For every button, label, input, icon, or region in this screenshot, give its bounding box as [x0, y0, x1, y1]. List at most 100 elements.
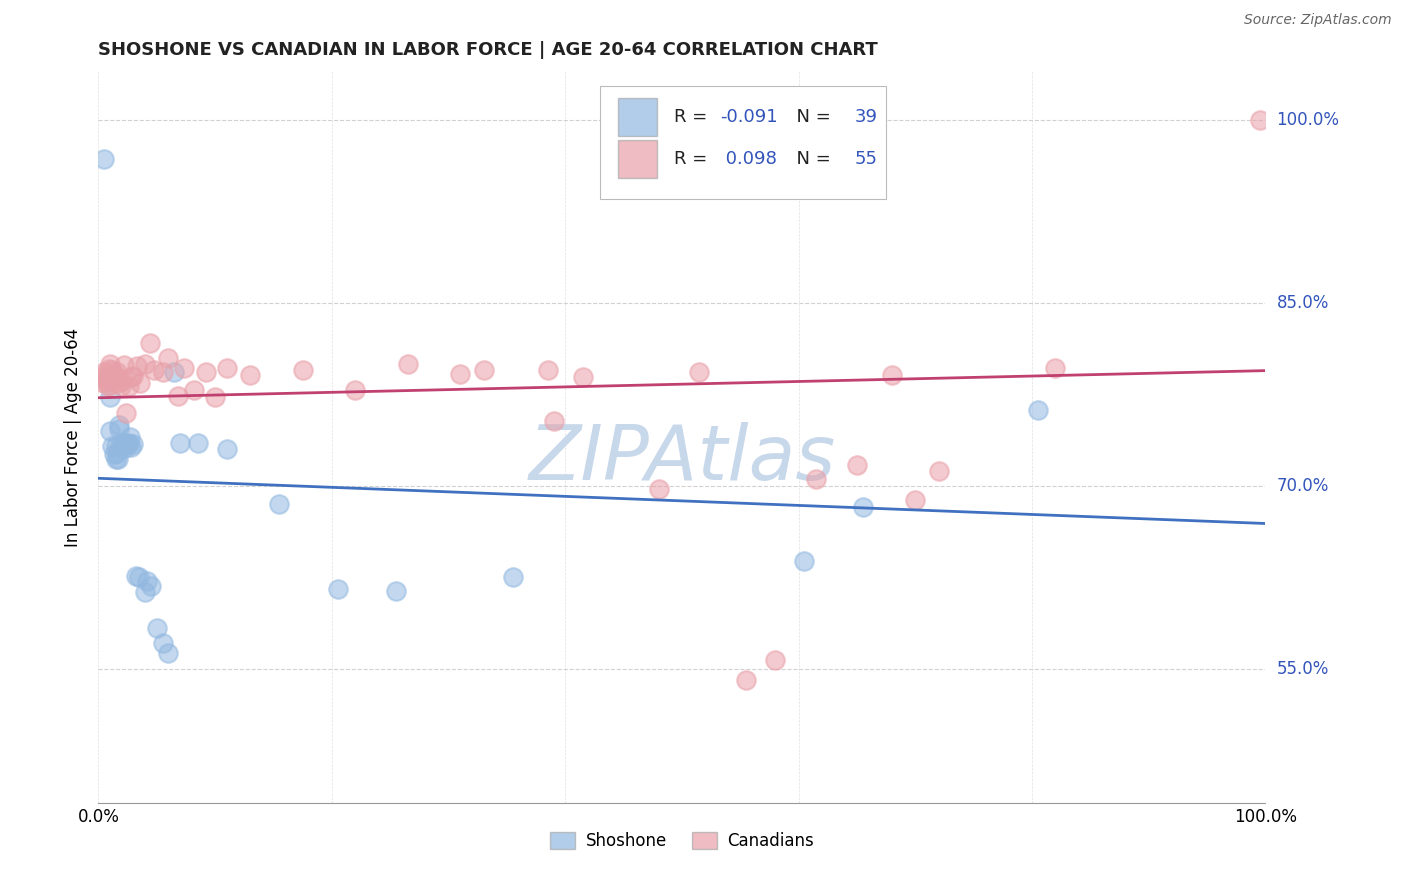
- Point: [134, 357, 156, 371]
- Point: [97, 361, 120, 376]
- Text: SHOSHONE VS CANADIAN IN LABOR FORCE | AGE 20-64 CORRELATION CHART: SHOSHONE VS CANADIAN IN LABOR FORCE | AG…: [98, 41, 879, 59]
- Point: [326, 582, 349, 597]
- Point: [571, 370, 593, 384]
- Point: [239, 368, 262, 382]
- Point: [101, 363, 124, 377]
- Point: [128, 570, 150, 584]
- Text: 39: 39: [855, 109, 877, 127]
- Point: [735, 673, 758, 687]
- Text: 55.0%: 55.0%: [1277, 660, 1329, 678]
- Point: [880, 368, 903, 382]
- Point: [118, 379, 141, 393]
- Point: [1026, 403, 1049, 417]
- Point: [117, 437, 139, 451]
- Point: [105, 446, 128, 460]
- Point: [93, 152, 115, 166]
- Point: [928, 464, 950, 478]
- Point: [215, 442, 238, 457]
- Point: [187, 436, 209, 450]
- Point: [173, 360, 195, 375]
- Point: [120, 370, 142, 384]
- Point: [688, 366, 710, 380]
- Point: [139, 336, 162, 351]
- Point: [122, 437, 145, 451]
- Point: [118, 436, 141, 450]
- Point: [537, 363, 560, 377]
- Point: [111, 440, 134, 454]
- FancyBboxPatch shape: [600, 86, 886, 200]
- Point: [115, 406, 138, 420]
- FancyBboxPatch shape: [617, 98, 658, 136]
- Text: N =: N =: [785, 109, 837, 127]
- Point: [112, 358, 135, 372]
- Point: [103, 447, 125, 461]
- Text: N =: N =: [785, 150, 837, 168]
- Point: [904, 493, 927, 508]
- Point: [107, 376, 129, 391]
- Legend: Shoshone, Canadians: Shoshone, Canadians: [544, 825, 820, 856]
- Y-axis label: In Labor Force | Age 20-64: In Labor Force | Age 20-64: [65, 327, 83, 547]
- Text: R =: R =: [673, 150, 713, 168]
- Point: [157, 646, 180, 660]
- Point: [396, 357, 419, 371]
- Point: [108, 417, 131, 432]
- Point: [125, 359, 148, 374]
- Point: [136, 574, 159, 588]
- Point: [93, 366, 115, 380]
- Point: [183, 383, 205, 397]
- Point: [1045, 360, 1067, 375]
- Point: [215, 360, 238, 375]
- Point: [139, 579, 162, 593]
- Point: [163, 366, 186, 380]
- Text: 55: 55: [855, 150, 877, 168]
- Point: [169, 436, 191, 450]
- Point: [90, 376, 112, 390]
- Point: [120, 440, 142, 454]
- Text: ZIPAtlas: ZIPAtlas: [529, 422, 835, 496]
- Point: [793, 554, 815, 568]
- Point: [90, 369, 112, 384]
- Point: [852, 500, 875, 514]
- Text: 70.0%: 70.0%: [1277, 477, 1329, 495]
- Point: [98, 357, 121, 371]
- Point: [122, 369, 145, 384]
- Point: [104, 439, 127, 453]
- Point: [157, 351, 180, 365]
- Point: [98, 377, 121, 392]
- Point: [118, 430, 141, 444]
- Point: [269, 497, 291, 511]
- Point: [204, 390, 226, 404]
- Point: [152, 636, 174, 650]
- Point: [647, 483, 669, 497]
- Point: [96, 376, 118, 390]
- Point: [104, 452, 127, 467]
- Point: [472, 363, 495, 377]
- Point: [134, 585, 156, 599]
- Point: [98, 390, 121, 404]
- Point: [385, 583, 408, 598]
- Point: [108, 421, 131, 435]
- Point: [543, 414, 565, 428]
- Text: Source: ZipAtlas.com: Source: ZipAtlas.com: [1244, 13, 1392, 28]
- Point: [143, 363, 166, 377]
- Point: [98, 424, 121, 438]
- Text: 85.0%: 85.0%: [1277, 294, 1329, 312]
- Point: [763, 653, 786, 667]
- Point: [105, 366, 128, 380]
- Point: [125, 569, 148, 583]
- Point: [114, 441, 136, 455]
- Text: -0.091: -0.091: [720, 109, 778, 127]
- Point: [146, 622, 169, 636]
- FancyBboxPatch shape: [617, 140, 658, 178]
- Point: [94, 370, 117, 384]
- Point: [291, 363, 314, 377]
- Point: [152, 366, 174, 380]
- Text: R =: R =: [673, 109, 713, 127]
- Point: [97, 379, 120, 393]
- Point: [110, 436, 132, 450]
- Point: [166, 389, 188, 403]
- Point: [502, 570, 524, 584]
- Point: [344, 383, 367, 397]
- Point: [107, 452, 129, 467]
- Point: [104, 370, 127, 384]
